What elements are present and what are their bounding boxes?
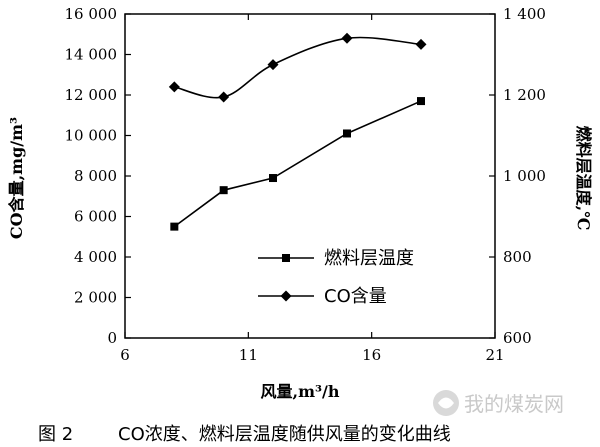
y-right-tick-label: 800 bbox=[503, 248, 532, 266]
legend-label-1: CO含量 bbox=[324, 286, 387, 307]
watermark-text: 我的煤炭网 bbox=[464, 392, 564, 416]
y-right-axis-title: 燃料层温度,℃ bbox=[574, 126, 593, 231]
x-axis-title: 风量,m³/h bbox=[261, 382, 340, 401]
y-left-tick-label: 12 000 bbox=[65, 86, 118, 104]
series-layer bbox=[168, 32, 427, 231]
y-left-tick-label: 4 000 bbox=[74, 248, 117, 266]
x-tick-label: 11 bbox=[239, 346, 258, 364]
data-point-1 bbox=[168, 81, 180, 93]
legend-label-0: 燃料层温度 bbox=[324, 248, 414, 269]
y-right-tick-label: 1 400 bbox=[503, 5, 546, 23]
ticks: 6 11 16 21 0 2 000 4 000 6 000 8 000 10 000 12 000… bbox=[65, 5, 546, 364]
legend: 燃料层温度 CO含量 bbox=[258, 248, 414, 307]
y-right-tick-label: 1 000 bbox=[503, 167, 546, 185]
x-tick-label: 6 bbox=[120, 346, 130, 364]
x-tick-label: 21 bbox=[485, 346, 504, 364]
figure-caption-label: 图 2 bbox=[38, 424, 73, 445]
data-point-0 bbox=[170, 222, 179, 231]
series-line-1 bbox=[174, 36, 422, 99]
y-left-axis-title: CO含量,mg/m³ bbox=[7, 117, 26, 239]
legend-marker-0 bbox=[282, 254, 290, 262]
watermark: 我的煤炭网 bbox=[433, 390, 564, 416]
figure-caption-text: CO浓度、燃料层温度随供风量的变化曲线 bbox=[118, 424, 451, 445]
y-left-tick-label: 8 000 bbox=[74, 167, 117, 185]
x-tick-label: 16 bbox=[362, 346, 381, 364]
series-line-0 bbox=[173, 100, 422, 228]
y-left-tick-label: 0 bbox=[107, 329, 117, 347]
data-point-1 bbox=[341, 32, 353, 44]
data-point-0 bbox=[269, 174, 277, 183]
data-point-0 bbox=[219, 186, 228, 195]
data-point-1 bbox=[218, 91, 230, 103]
y-left-tick-label: 16 000 bbox=[65, 5, 118, 23]
y-left-tick-label: 2 000 bbox=[74, 289, 117, 307]
data-point-1 bbox=[267, 59, 279, 71]
plot-frame bbox=[124, 13, 496, 339]
y-right-tick-label: 600 bbox=[503, 329, 532, 347]
y-left-tick-label: 14 000 bbox=[65, 46, 118, 64]
axes bbox=[124, 13, 496, 339]
data-point-0 bbox=[343, 129, 351, 138]
data-point-1 bbox=[415, 38, 427, 50]
data-point-0 bbox=[417, 97, 425, 106]
y-left-tick-label: 10 000 bbox=[65, 127, 118, 145]
legend-marker-1 bbox=[280, 290, 292, 302]
y-right-tick-label: 1 200 bbox=[503, 86, 546, 104]
y-left-tick-label: 6 000 bbox=[74, 208, 117, 226]
watermark-logo-icon bbox=[433, 390, 459, 416]
